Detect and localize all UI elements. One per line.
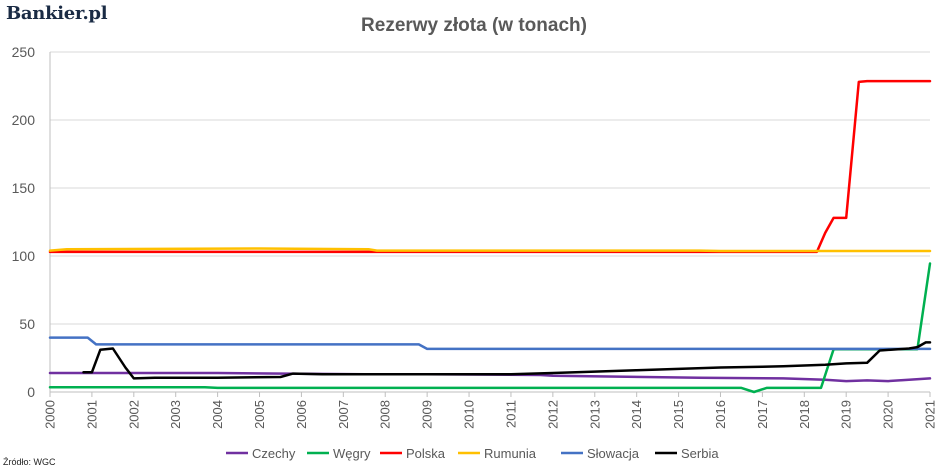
legend-label: Serbia [681, 446, 719, 461]
series-line-polska [48, 79, 932, 254]
x-tick-label: 2014 [629, 400, 644, 429]
y-tick-label: 0 [27, 384, 35, 400]
source-note: Źródło: WGC [3, 457, 56, 467]
x-tick-label: 2008 [378, 400, 393, 429]
x-tick-label: 2015 [671, 400, 686, 429]
legend: Czechy Węgry Polska Rumunia Słowacja Serbia [226, 446, 719, 461]
x-tick-label: 2021 [923, 400, 938, 429]
series-lines [48, 79, 932, 394]
y-tick-label: 100 [12, 248, 36, 264]
x-tick-label: 2011 [503, 400, 518, 428]
x-axis-ticks: 2000 2001 2002 2003 2004 2005 2006 2007 2008 2009… [43, 400, 938, 429]
x-tick-label: 2016 [713, 400, 728, 429]
x-tick-label: 2000 [43, 400, 58, 429]
brand-logo[interactable]: Bankier.pl [6, 3, 108, 24]
x-tick-label: 2013 [587, 400, 602, 429]
x-tick-label: 2005 [252, 400, 267, 429]
series-line-rumunia [48, 247, 932, 253]
legend-label: Czechy [252, 446, 296, 461]
x-tick-label: 2012 [545, 400, 560, 429]
y-tick-label: 50 [19, 316, 35, 332]
x-tick-label: 2004 [210, 400, 225, 429]
grid-layer [49, 51, 931, 397]
chart-title: Rezerwy złota (w tonach) [361, 15, 587, 36]
x-tick-label: 2009 [420, 400, 435, 429]
legend-label: Rumunia [484, 446, 537, 461]
x-tick-label: 2006 [294, 400, 309, 429]
legend-label: Polska [406, 446, 446, 461]
y-tick-label: 250 [12, 44, 36, 60]
x-tick-label: 2001 [84, 400, 99, 429]
x-tick-label: 2020 [881, 400, 896, 429]
x-tick-label: 2017 [755, 400, 770, 429]
y-tick-label: 200 [12, 112, 36, 128]
legend-label: Węgry [333, 446, 371, 461]
x-tick-label: 2019 [839, 400, 854, 429]
x-tick-label: 2010 [462, 400, 477, 429]
x-tick-label: 2018 [797, 400, 812, 429]
legend-label: Słowacja [587, 446, 640, 461]
series-line-słowacja [48, 336, 932, 351]
y-tick-label: 150 [12, 180, 36, 196]
series-line-serbia [82, 341, 932, 380]
x-tick-label: 2003 [168, 400, 183, 429]
x-tick-label: 2007 [336, 400, 351, 429]
x-tick-label: 2002 [126, 400, 141, 429]
y-axis-ticks: 0 50 100 150 200 250 [12, 44, 36, 400]
